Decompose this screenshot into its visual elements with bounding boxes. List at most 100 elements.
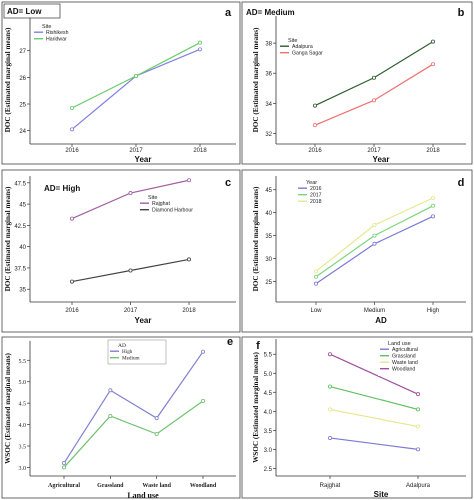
panel-letter: b <box>458 7 465 19</box>
data-point <box>186 178 191 183</box>
legend-title: Site <box>288 38 297 44</box>
data-point <box>108 413 113 418</box>
panel-frame <box>241 336 473 499</box>
series-line <box>63 400 204 468</box>
legend-box <box>296 177 354 208</box>
legend-box <box>138 192 196 216</box>
y-axis-label: DOC (Estimated marginal means) <box>4 27 12 132</box>
y-tick-label: 34 <box>265 102 272 108</box>
legend-box <box>378 338 436 376</box>
data-point <box>372 233 377 238</box>
legend-label: Waste land <box>392 360 418 366</box>
data-point <box>108 388 113 393</box>
y-tick-label: 27 <box>19 49 26 55</box>
data-point <box>200 398 205 403</box>
data-point <box>371 98 376 103</box>
x-tick-label: 2017 <box>124 308 138 314</box>
x-tick-label: 2018 <box>193 148 207 154</box>
y-tick-label: 26 <box>19 76 26 82</box>
legend-title: Site <box>148 195 157 201</box>
data-point <box>371 75 376 80</box>
y-tick-label: 3.5 <box>264 429 273 435</box>
x-tick-label: Adalpura <box>406 483 431 489</box>
y-tick-label: 4.0 <box>264 410 273 416</box>
x-tick-label: Medium <box>364 308 385 314</box>
y-tick-label: 36 <box>265 72 272 78</box>
x-tick-label: 2018 <box>426 148 440 154</box>
data-point <box>430 203 435 208</box>
series-2017 <box>313 203 435 279</box>
y-axis-label: WSOC (Estimated marginal means) <box>4 352 12 463</box>
series-line <box>63 351 204 464</box>
data-point <box>197 40 202 45</box>
data-point <box>327 352 332 357</box>
legend-title: Year <box>306 180 317 186</box>
x-tick-label: 2016 <box>65 308 79 314</box>
legend-title: Land use <box>388 341 411 347</box>
x-axis-label: Year <box>373 155 390 164</box>
data-point <box>70 216 75 221</box>
x-axis-label: Land use <box>127 491 159 500</box>
y-tick-label: 38 <box>265 42 272 48</box>
series-diamond-harbour <box>70 257 191 284</box>
y-axis-label: DOC (Estimated marginal means) <box>252 27 260 132</box>
y-tick-label: 2.5 <box>264 467 273 473</box>
legend-label: Ganga Sagar <box>292 51 323 57</box>
y-tick-label: 4.5 <box>264 391 273 397</box>
series-waste-land <box>327 407 420 429</box>
y-tick-label: 5.0 <box>19 380 27 386</box>
data-point <box>415 424 420 429</box>
panel-f: 2.5 3.0 3.5 4.0 4.5 5.0 5.5 Rajghat Adalpura Site… <box>241 336 473 499</box>
series-woodland <box>327 352 420 397</box>
data-point <box>430 214 435 219</box>
x-tick-label: 2017 <box>129 148 143 154</box>
legend-label: Rajghat <box>152 201 170 207</box>
legend-box <box>32 21 90 45</box>
chart-title: AD= High <box>44 184 80 193</box>
y-axis-label: DOC (Estimated marginal means) <box>252 186 260 291</box>
data-point <box>430 195 435 200</box>
panel-a: 24 25 26 27 2016 2017 2018 Year DOC (Estimated m… <box>1 1 241 165</box>
data-point <box>154 431 159 436</box>
data-point <box>312 123 317 128</box>
x-tick-label: Agricultural <box>48 483 80 489</box>
panel-letter: d <box>458 177 465 189</box>
y-tick-label: 5.0 <box>264 372 273 378</box>
data-point <box>70 127 75 132</box>
data-point <box>62 465 67 470</box>
panel-letter: e <box>227 336 233 348</box>
data-point <box>200 349 205 354</box>
y-tick-label: 3.0 <box>19 466 27 472</box>
x-tick-label: 2018 <box>182 308 196 314</box>
legend-label: Grassland <box>392 354 416 360</box>
legend-box <box>107 339 167 365</box>
series-adalpura <box>312 39 435 108</box>
series-agricultural <box>327 435 420 452</box>
panel-letter: c <box>225 177 231 189</box>
x-axis-label: Site <box>374 490 389 499</box>
data-point <box>372 241 377 246</box>
data-point <box>133 74 138 79</box>
y-axis-label: WSOC (Estimated marginal means) <box>252 351 260 462</box>
y-tick-label: 5.5 <box>19 359 27 365</box>
panel-frame <box>1 169 241 333</box>
y-tick-label: 45 <box>265 188 272 194</box>
data-point <box>415 447 420 452</box>
series-line <box>329 385 419 410</box>
series-line <box>329 353 419 395</box>
data-point <box>154 416 159 421</box>
series-2018 <box>313 195 435 274</box>
legend-label: Adalpura <box>292 44 313 50</box>
panel-c: 35 37.5 40 42.5 45 47.5 2016 2017 2018 Year DOC (E… <box>1 169 241 333</box>
x-axis-label: Year <box>135 155 152 164</box>
legend-label: 2017 <box>310 193 322 199</box>
series-2016 <box>313 214 435 286</box>
data-point <box>327 407 332 412</box>
data-point <box>415 392 420 397</box>
x-tick-label: Waste land <box>142 483 171 489</box>
series-line <box>329 437 419 450</box>
